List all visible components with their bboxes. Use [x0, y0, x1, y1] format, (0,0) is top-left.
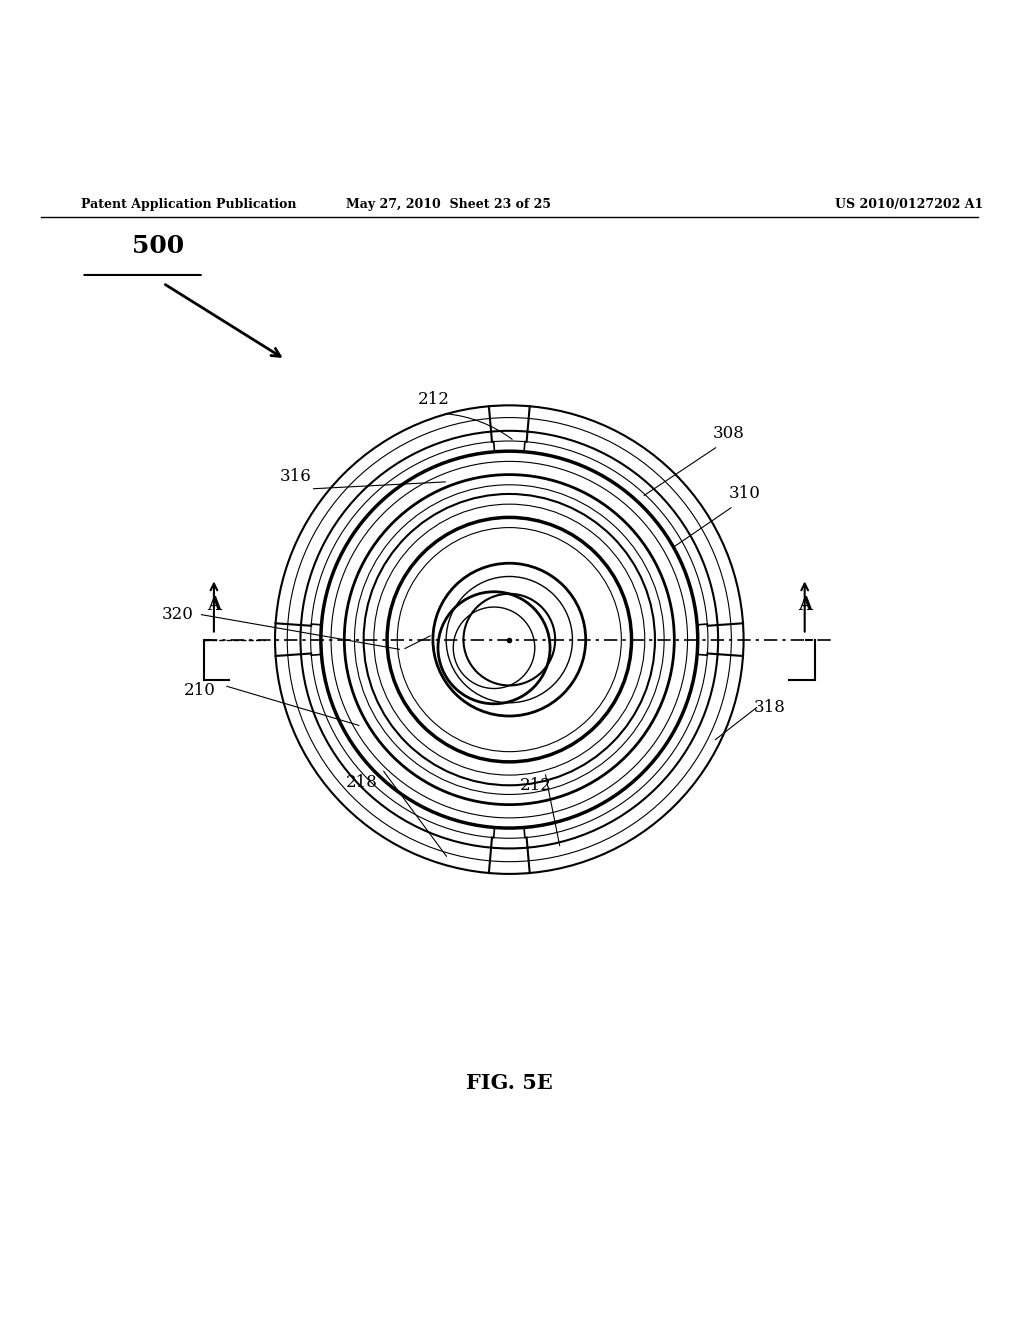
Text: 210: 210: [183, 682, 215, 700]
Text: US 2010/0127202 A1: US 2010/0127202 A1: [836, 198, 983, 211]
Text: 212: 212: [519, 777, 551, 795]
Text: A: A: [207, 597, 221, 614]
Text: 218: 218: [346, 774, 378, 791]
Text: 500: 500: [132, 234, 184, 257]
Text: 310: 310: [728, 486, 760, 502]
Text: Patent Application Publication: Patent Application Publication: [82, 198, 297, 211]
Text: 316: 316: [281, 467, 312, 484]
Text: May 27, 2010  Sheet 23 of 25: May 27, 2010 Sheet 23 of 25: [346, 198, 551, 211]
Text: 212: 212: [418, 392, 450, 408]
Text: A: A: [798, 597, 812, 614]
Text: 308: 308: [713, 425, 744, 442]
Text: FIG. 5E: FIG. 5E: [466, 1073, 553, 1093]
Text: 320: 320: [162, 606, 194, 623]
Text: 318: 318: [754, 700, 785, 717]
